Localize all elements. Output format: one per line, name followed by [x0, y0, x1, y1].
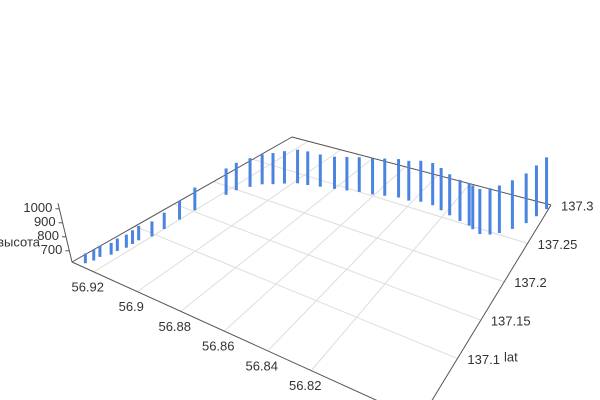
grid-line — [93, 140, 309, 273]
bar — [92, 249, 96, 261]
bar — [510, 180, 514, 229]
bar — [333, 156, 336, 189]
bar — [497, 185, 501, 233]
bar — [448, 174, 452, 216]
y-tick-label: 137.15 — [491, 314, 531, 329]
bar — [131, 230, 135, 244]
bar — [115, 238, 119, 251]
bar — [224, 168, 228, 195]
z-axis-line — [57, 203, 73, 263]
bar — [439, 167, 443, 211]
floor-edge — [71, 261, 378, 400]
x-tick-label: 56.86 — [202, 339, 235, 354]
y-axis-label: lat — [504, 349, 518, 364]
z-tick-label: 900 — [34, 214, 56, 229]
y-tick-label: 137.25 — [538, 237, 578, 252]
bar — [357, 157, 361, 192]
bar — [124, 234, 128, 248]
bar — [524, 173, 528, 224]
bar — [150, 221, 154, 237]
x-tick-label: 56.9 — [119, 299, 144, 314]
grid-line — [134, 225, 458, 360]
bar — [248, 158, 252, 187]
bar — [296, 149, 300, 184]
y-tick-label: 137.3 — [561, 198, 594, 213]
bar — [458, 179, 462, 221]
z-tick-label: 700 — [41, 242, 63, 257]
bar — [306, 151, 310, 186]
bar — [193, 187, 197, 211]
bar — [271, 153, 275, 185]
bar — [83, 253, 87, 264]
grid-line — [310, 183, 471, 371]
z-tick-label: 1000 — [23, 200, 52, 215]
bar — [178, 200, 182, 220]
grid-line — [180, 157, 374, 312]
z-tick-label: 800 — [37, 228, 59, 243]
z-axis-label: высота — [0, 234, 41, 249]
bar — [345, 156, 349, 191]
bar — [419, 160, 423, 202]
x-tick-label: 56.92 — [71, 279, 104, 294]
bar — [467, 183, 471, 226]
floor-edge — [71, 136, 293, 263]
grid-line — [267, 174, 439, 352]
y-tick-label: 137.1 — [467, 352, 500, 367]
bar — [282, 151, 286, 184]
grid-line — [136, 149, 341, 293]
bar — [383, 158, 387, 196]
bar — [318, 154, 322, 187]
bar — [109, 242, 113, 255]
x-tick-label: 56.84 — [245, 358, 278, 373]
bar — [137, 225, 141, 241]
bar — [234, 162, 238, 191]
bar — [431, 163, 435, 206]
x-tick-label: 56.82 — [289, 378, 322, 393]
bar — [407, 160, 411, 201]
bar — [397, 159, 401, 198]
bar — [488, 188, 492, 235]
bar — [98, 245, 102, 257]
floor-edge — [431, 204, 552, 400]
y-tick-label: 137.2 — [514, 275, 547, 290]
bar — [471, 185, 475, 230]
bar — [545, 157, 549, 210]
grid-line — [223, 166, 406, 332]
bar — [162, 212, 166, 229]
x-tick-label: 56.88 — [158, 319, 191, 334]
grid-line — [213, 181, 505, 283]
bar — [371, 158, 375, 195]
bar — [260, 154, 264, 185]
grid-line — [173, 203, 481, 321]
bar — [534, 165, 538, 217]
bar — [478, 188, 482, 235]
grid-line — [252, 158, 528, 244]
